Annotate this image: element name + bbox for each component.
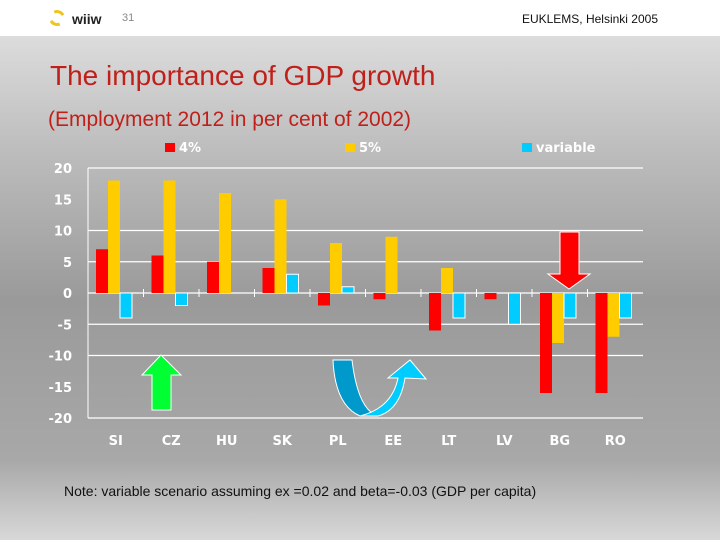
conference-label: EUKLEMS, Helsinki 2005	[521, 12, 658, 26]
footnote: Note: variable scenario assuming ex =0.0…	[64, 483, 537, 499]
bar-4%	[262, 268, 275, 293]
y-tick-label: 10	[54, 225, 72, 240]
bar-5%	[330, 243, 342, 293]
bar-5%	[274, 199, 287, 293]
bar-5%	[219, 193, 231, 293]
y-tick-label: 5	[63, 256, 72, 271]
y-tick-label: -5	[58, 318, 72, 333]
bar-variable	[119, 292, 133, 319]
bar-5%	[607, 293, 620, 337]
bar-variable	[508, 292, 521, 325]
red-down-arrow-icon	[546, 231, 592, 290]
blue-curved-arrow-up-icon	[359, 359, 428, 417]
x-tick-label: HU	[216, 434, 237, 449]
bar-variable	[286, 273, 299, 294]
bar-5%	[108, 180, 120, 293]
bar-variable	[341, 286, 355, 294]
legend-swatch	[165, 143, 175, 152]
bar-4%	[96, 249, 108, 293]
green-up-arrow-icon	[140, 354, 183, 411]
y-tick-label: -15	[49, 381, 73, 396]
x-tick-label: SI	[109, 434, 123, 449]
slide-subtitle: (Employment 2012 in per cent of 2002)	[48, 108, 412, 131]
page-number: 31	[122, 12, 135, 24]
y-tick-label: 15	[54, 193, 72, 208]
y-tick-label: -20	[49, 412, 73, 427]
bar-variable	[175, 292, 188, 306]
bar-5%	[441, 268, 453, 293]
x-tick-label: EE	[384, 434, 402, 449]
legend-label: 5%	[359, 141, 381, 156]
bar-4%	[540, 293, 552, 393]
bar-5%	[385, 236, 398, 293]
bar-5%	[552, 293, 564, 343]
bar-5%	[163, 180, 176, 293]
header-bar: wiiw 31 EUKLEMS, Helsinki 2005	[0, 0, 720, 36]
x-tick-label: BG	[549, 434, 570, 449]
x-tick-label: PL	[329, 434, 347, 449]
bar-4%	[429, 293, 441, 331]
logo-text: wiiw	[72, 11, 102, 27]
blue-curved-arrow-left-icon	[332, 359, 379, 417]
bar-variable	[452, 292, 466, 319]
bar-4%	[207, 261, 219, 293]
bar-4%	[318, 293, 330, 306]
x-tick-label: LT	[441, 434, 456, 449]
bar-4%	[151, 255, 164, 293]
bar-4%	[484, 293, 497, 300]
y-tick-label: -10	[49, 350, 73, 365]
bar-variable	[563, 292, 577, 319]
bar-variable	[619, 292, 632, 319]
slide-title: The importance of GDP growth	[50, 60, 436, 91]
legend-label: variable	[536, 141, 596, 156]
x-tick-label: LV	[496, 434, 513, 449]
y-tick-label: 20	[54, 162, 72, 177]
legend-swatch	[345, 143, 355, 152]
y-tick-label: 0	[63, 287, 72, 302]
x-tick-label: SK	[273, 434, 293, 449]
legend-label: 4%	[179, 141, 201, 156]
bar-4%	[595, 293, 608, 393]
x-tick-label: CZ	[162, 434, 181, 449]
bar-4%	[373, 293, 386, 300]
x-tick-label: RO	[605, 434, 626, 449]
legend-swatch	[522, 143, 532, 152]
